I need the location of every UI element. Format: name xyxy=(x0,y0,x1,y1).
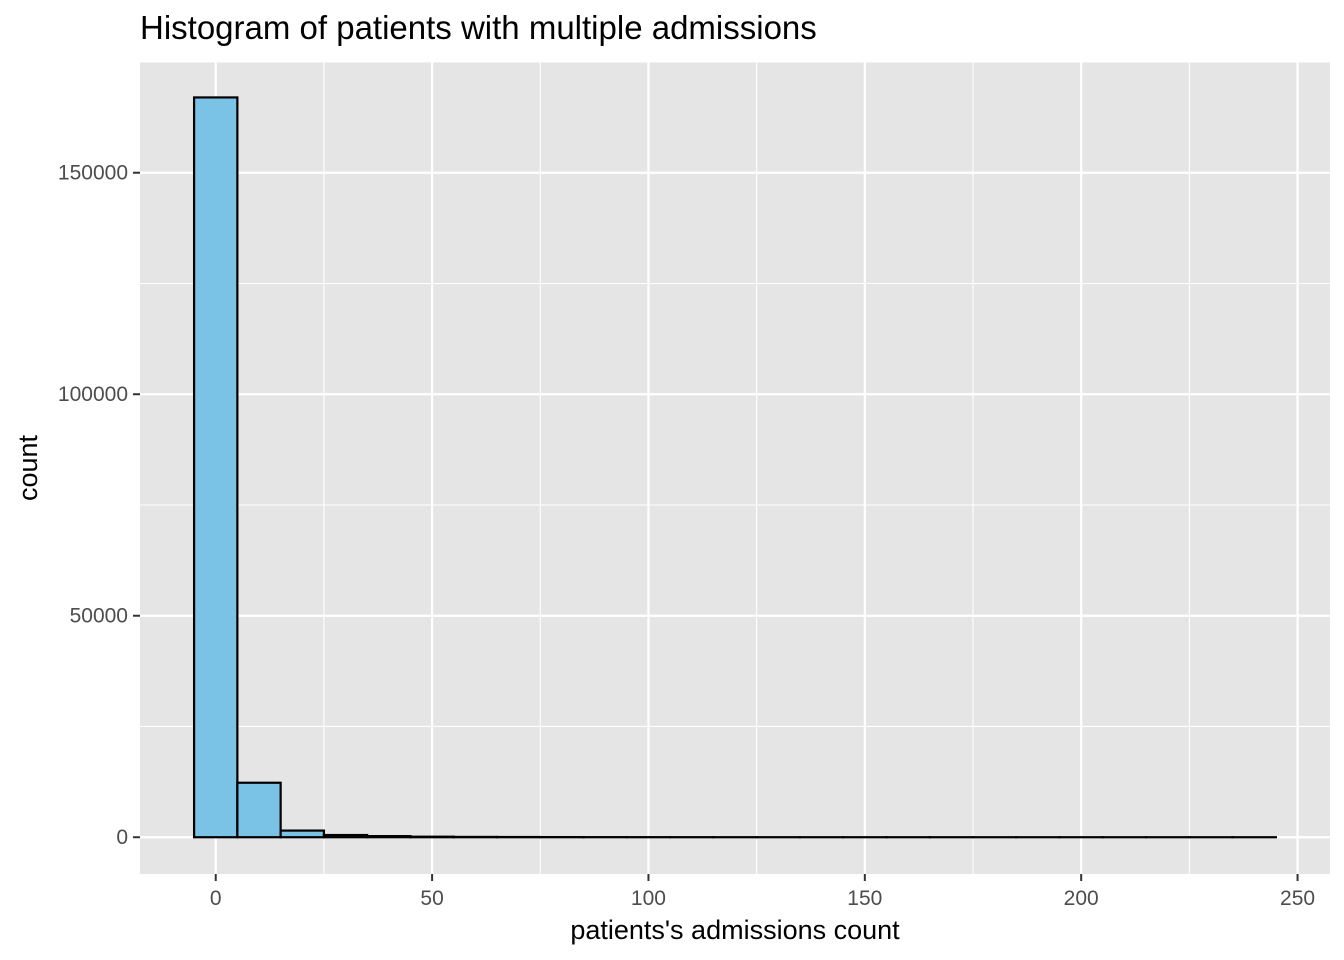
y-tick-label: 50000 xyxy=(70,605,128,628)
grid-minor xyxy=(140,61,1330,874)
y-tick-label: 0 xyxy=(116,826,128,849)
x-tick-label: 100 xyxy=(631,887,666,910)
histogram-bar xyxy=(366,835,412,839)
plot-panel xyxy=(140,62,1330,874)
x-tick-label: 0 xyxy=(210,887,222,910)
chart-title: Histogram of patients with multiple admi… xyxy=(140,9,817,46)
histogram-bar xyxy=(236,781,282,839)
histogram-bar xyxy=(322,833,369,839)
y-axis: 0 50000 100000 150000 xyxy=(58,162,140,849)
x-tick-label: 50 xyxy=(420,887,443,910)
histogram-bars xyxy=(192,96,1278,839)
histogram-bar xyxy=(279,829,326,839)
x-tick-label: 250 xyxy=(1280,887,1315,910)
histogram-bar xyxy=(409,835,455,839)
x-axis-label: patients's admissions count xyxy=(570,915,900,945)
y-axis-label: count xyxy=(13,434,43,501)
x-tick-label: 200 xyxy=(1064,887,1099,910)
grid-major xyxy=(140,62,1330,874)
y-tick-label: 150000 xyxy=(58,162,128,185)
histogram-bar xyxy=(192,96,239,839)
x-axis: 0 50 100 150 200 250 xyxy=(210,874,1315,910)
x-tick-label: 150 xyxy=(847,887,882,910)
y-tick-label: 100000 xyxy=(58,383,128,406)
